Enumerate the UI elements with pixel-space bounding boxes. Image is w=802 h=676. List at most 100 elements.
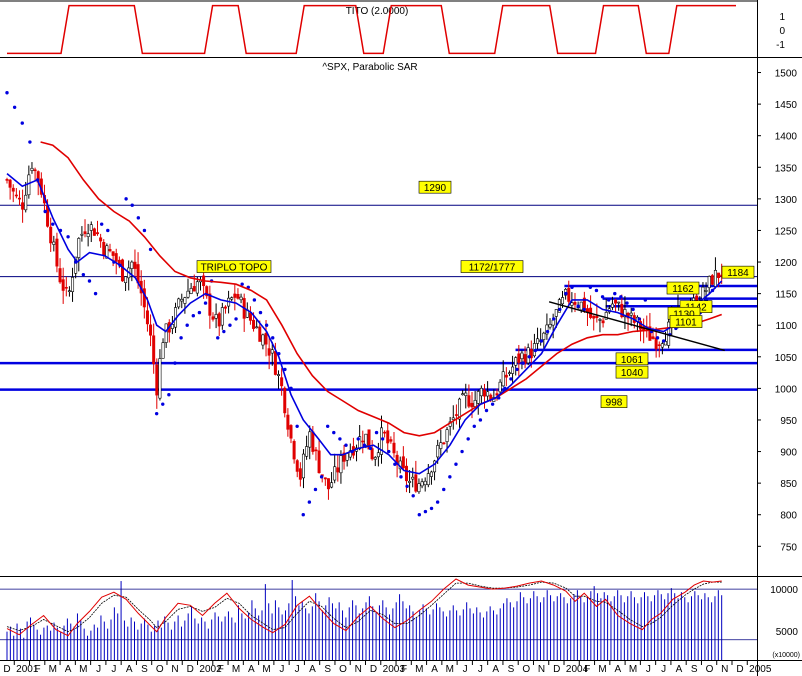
candle-body (639, 321, 643, 330)
sar-dot (558, 307, 562, 312)
candle-body (301, 453, 305, 479)
candle-body (21, 202, 25, 210)
candle-body (595, 315, 599, 318)
x-tick-label: F (34, 664, 40, 675)
candle-body (458, 398, 462, 420)
level-label-998: 998 (606, 398, 623, 409)
sar-dot (66, 235, 70, 239)
price-tick-label: 1400 (775, 132, 798, 143)
candle-body (236, 293, 240, 299)
x-tick-label: M (79, 664, 87, 675)
last-price-label-box (721, 265, 755, 279)
sar-dot (576, 304, 580, 308)
sar-dot (533, 348, 538, 353)
indicator-signal-layer (7, 4, 736, 55)
price-tick-label: 900 (780, 448, 797, 459)
sar-dot (405, 484, 409, 488)
x-tick-label: N (171, 664, 178, 675)
sar-dot (600, 295, 605, 299)
level-label-1040-box (615, 365, 649, 379)
sar-dot (136, 216, 141, 220)
x-tick-label: D (187, 664, 194, 675)
candle-body (504, 374, 508, 378)
candle-body (223, 306, 227, 309)
sar-dot (271, 336, 275, 340)
fast-moving-average (6, 172, 723, 475)
candle-body (61, 279, 65, 291)
candle-body (99, 237, 103, 242)
sar-dot (515, 367, 519, 372)
candle-body (170, 324, 174, 329)
candle-body (117, 259, 121, 264)
x-tick-label: M (629, 664, 637, 675)
level-label-1162-box (666, 281, 700, 295)
candle-body (439, 442, 443, 449)
indicator-y-ticks: 1 0 -1 (776, 12, 785, 51)
candle-body (598, 319, 602, 321)
candle-body (551, 319, 555, 326)
candle-body (273, 351, 277, 375)
sar-dot (393, 462, 397, 466)
sar-dot (490, 402, 495, 406)
x-tick-label: F (218, 664, 224, 675)
candle-body (717, 272, 721, 279)
candle-body (520, 352, 524, 360)
candle-body (620, 303, 624, 318)
volume-tick-label: 10000 (770, 585, 798, 596)
candle-body (473, 400, 477, 407)
trendline (548, 301, 725, 352)
candle-body (133, 261, 137, 269)
candle-body (660, 343, 664, 348)
x-tick-label: F (401, 664, 407, 675)
candle-body (507, 372, 511, 375)
candle-body (623, 309, 627, 318)
sar-dot (43, 209, 47, 214)
candle-body (336, 467, 340, 473)
sar-dot (619, 295, 623, 299)
triplo-topo-annotation: TRIPLO TOPO (201, 263, 268, 274)
candle-body (651, 336, 655, 339)
indicator-tick-label: -1 (776, 40, 785, 51)
sar-dot (228, 323, 232, 327)
sar-dot (588, 285, 593, 290)
candle-body (96, 232, 100, 235)
sar-dot (637, 317, 641, 321)
candle-body (258, 326, 262, 342)
candle-body (177, 298, 181, 308)
candle-body (248, 312, 252, 321)
candle-body (261, 334, 265, 346)
sar-dot (20, 121, 24, 125)
sar-dot (332, 430, 336, 435)
candle-body (111, 251, 115, 256)
level-label-1130: 1130 (673, 309, 695, 320)
candle-body (205, 286, 209, 297)
x-tick-label: M (415, 664, 423, 675)
candle-body (264, 333, 268, 345)
sar-dot (643, 298, 648, 302)
candle-body (461, 393, 465, 396)
oscillator-line (6, 578, 722, 637)
candle-body (495, 393, 499, 396)
candle-body (501, 371, 505, 387)
candle-body (426, 473, 430, 486)
candle-body (451, 417, 455, 420)
sar-dot (338, 437, 342, 441)
candle-body (86, 233, 90, 237)
sar-dot (466, 437, 470, 441)
x-tick-label: J (646, 664, 651, 675)
candle-body (464, 392, 468, 396)
price-tick-label: 950 (780, 416, 797, 427)
x-tick-label: M (232, 664, 240, 675)
sar-dot (154, 411, 159, 416)
candle-body (14, 194, 18, 197)
sar-dot (51, 222, 55, 226)
x-tick-label: J (661, 664, 666, 675)
sar-dot (99, 222, 104, 226)
candle-body (211, 316, 215, 320)
sar-dot (454, 462, 458, 466)
candle-body (308, 431, 312, 448)
candle-body (80, 233, 84, 236)
sar-dot (625, 301, 629, 305)
sar-dot (423, 509, 428, 514)
